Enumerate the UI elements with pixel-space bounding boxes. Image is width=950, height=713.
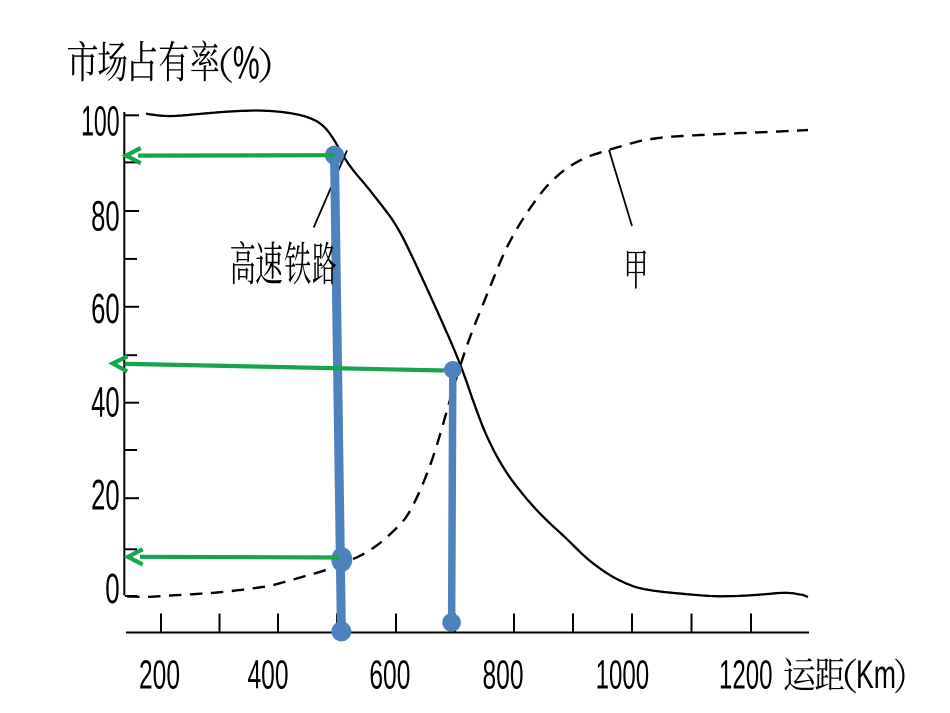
svg-text:Km: Km [856,652,896,697]
svg-text:40: 40 [91,378,120,426]
svg-text:800: 800 [483,652,524,698]
svg-text:400: 400 [248,652,289,698]
svg-text:80: 80 [91,192,120,240]
svg-text:0: 0 [105,565,119,613]
svg-text:100: 100 [81,98,120,146]
svg-text:1000: 1000 [596,652,650,698]
svg-text:200: 200 [139,652,180,698]
svg-text:600: 600 [369,652,410,698]
svg-text:%: % [233,37,260,90]
svg-text:20: 20 [91,472,120,520]
svg-text:1200: 1200 [719,652,773,698]
svg-text:60: 60 [91,285,120,333]
